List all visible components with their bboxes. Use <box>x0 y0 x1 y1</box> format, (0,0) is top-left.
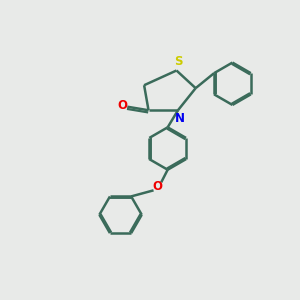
Text: O: O <box>152 180 162 193</box>
Text: O: O <box>117 99 127 112</box>
Text: N: N <box>174 112 184 125</box>
Text: S: S <box>174 55 182 68</box>
